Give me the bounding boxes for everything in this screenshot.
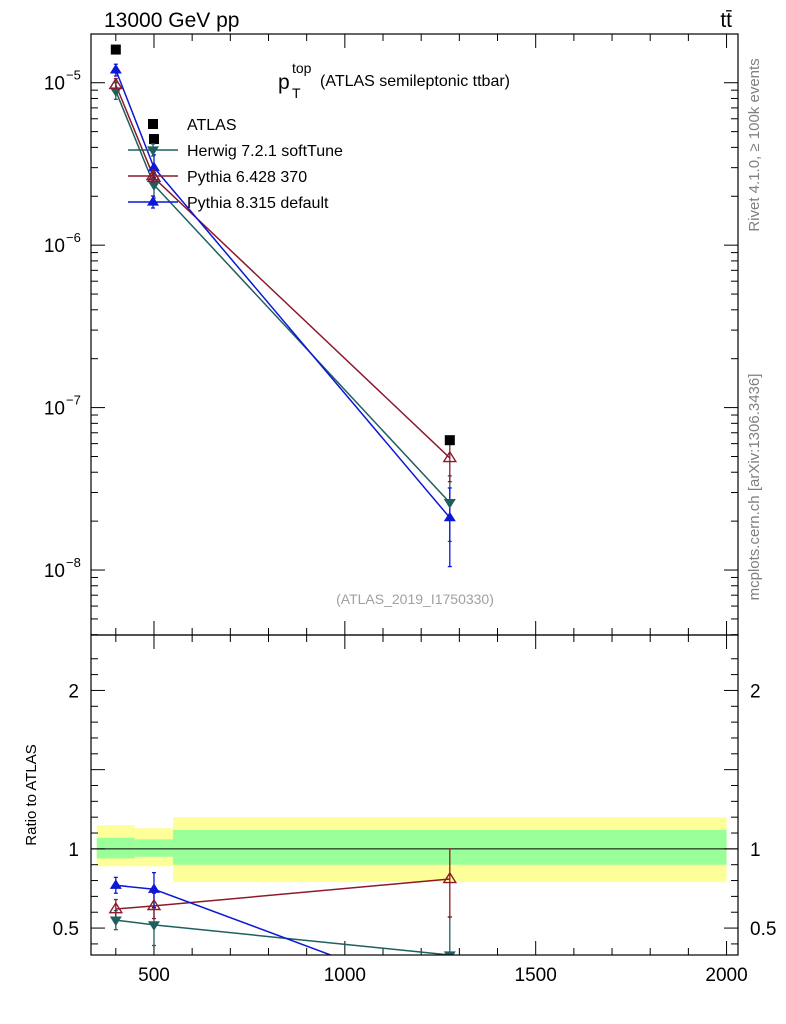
ratio-ticks: 0.5 0.5 1 1 2 2 500 1000 1500 2000 — [53, 635, 776, 986]
main-y-tick-label-exponent: −6 — [66, 230, 81, 245]
herwig-point — [443, 499, 456, 509]
ratio-y-tick-label-right: 0.5 — [750, 919, 776, 940]
main-y-tick-label: 10 — [44, 561, 65, 582]
herwig-point — [109, 87, 122, 97]
energy-label: 13000 GeV pp — [104, 9, 239, 32]
main-markers — [108, 44, 458, 522]
pythia8-point — [147, 161, 160, 172]
pythia6-ratio-point — [442, 871, 458, 884]
legend-marker-pythia8 — [147, 196, 159, 206]
atlas-point — [110, 44, 121, 55]
plot-title: p top T (ATLAS semileptonic ttbar) — [278, 60, 510, 101]
mcplots-label: mcplots.cern.ch [arXiv:1306.3436] — [746, 374, 763, 601]
ratio-plot-frame — [90, 634, 739, 956]
process-label: tt̄ — [720, 9, 732, 32]
ratio-band-inner — [96, 837, 135, 859]
herwig-ratio-point — [443, 951, 456, 955]
title-superscript: top — [292, 60, 312, 76]
pythia8-point — [109, 63, 122, 74]
main-ticks: 10−810−710−610−510−4 — [44, 34, 738, 636]
legend-label-herwig: Herwig 7.2.1 softTune — [187, 143, 343, 160]
main-y-tick-label-exponent: −8 — [66, 555, 81, 570]
main-y-tick-label-exponent: −5 — [66, 68, 81, 83]
title-subscript: T — [292, 85, 301, 101]
ratio-band-inner — [134, 839, 174, 857]
x-tick-label: 500 — [138, 965, 170, 986]
ratio-bands — [96, 817, 727, 883]
ratio-y-tick-label-right: 1 — [750, 840, 761, 861]
x-tick-label: 1000 — [324, 965, 366, 986]
herwig-point — [147, 181, 160, 191]
title-rest: (ATLAS semileptonic ttbar) — [320, 73, 510, 90]
main-y-tick-label: 10 — [44, 74, 65, 95]
legend-marker-pythia6 — [145, 168, 161, 181]
herwig-ratio-point — [109, 916, 122, 927]
legend-marker-atlas — [148, 119, 158, 129]
pythia6-ratio-point — [146, 898, 162, 911]
title-main: p — [278, 71, 290, 94]
main-y-tick-label: 10 — [44, 399, 65, 420]
x-tick-label: 1500 — [515, 965, 557, 986]
legend-label-pythia8: Pythia 8.315 default — [187, 195, 329, 212]
legend-label-atlas: ATLAS — [187, 117, 237, 134]
ratio-y-tick-label-left: 0.5 — [53, 919, 79, 940]
analysis-watermark: (ATLAS_2019_I1750330) — [336, 591, 494, 607]
pythia6-point — [442, 450, 458, 463]
x-tick-label: 2000 — [705, 965, 747, 986]
main-y-tick-label: 10 — [44, 236, 65, 257]
legend: ATLAS Herwig 7.2.1 softTune Pythia 6.428 3… — [128, 117, 343, 212]
ratio-markers — [108, 871, 458, 1003]
main-series-lines — [115, 69, 451, 519]
atlas-point — [444, 435, 455, 446]
legend-marker-herwig — [147, 146, 159, 156]
pythia6-ratio-point — [108, 901, 124, 914]
pythia6-point — [108, 77, 124, 90]
pythia8-ratio-point — [109, 879, 122, 889]
rivet-label: Rivet 4.1.0, ≥ 100k events — [746, 58, 763, 231]
ratio-y-tick-label-right: 2 — [750, 681, 761, 702]
ratio-y-tick-label-left: 1 — [68, 840, 79, 861]
pythia8-point — [443, 511, 456, 522]
atlas-point — [148, 134, 159, 145]
main-y-tick-label-exponent: −7 — [66, 393, 81, 408]
legend-label-pythia6: Pythia 6.428 370 — [187, 169, 307, 186]
pythia8-ratio-point — [444, 993, 456, 1003]
pythia8-ratio-point — [147, 883, 160, 893]
herwig-ratio-point — [147, 921, 160, 931]
ratio-y-tick-label-left: 2 — [68, 681, 79, 702]
pythia8-line — [115, 69, 451, 519]
main-error-bars — [113, 63, 452, 568]
ratio-ylabel: Ratio to ATLAS — [23, 744, 40, 845]
pythia6-line — [115, 84, 451, 459]
